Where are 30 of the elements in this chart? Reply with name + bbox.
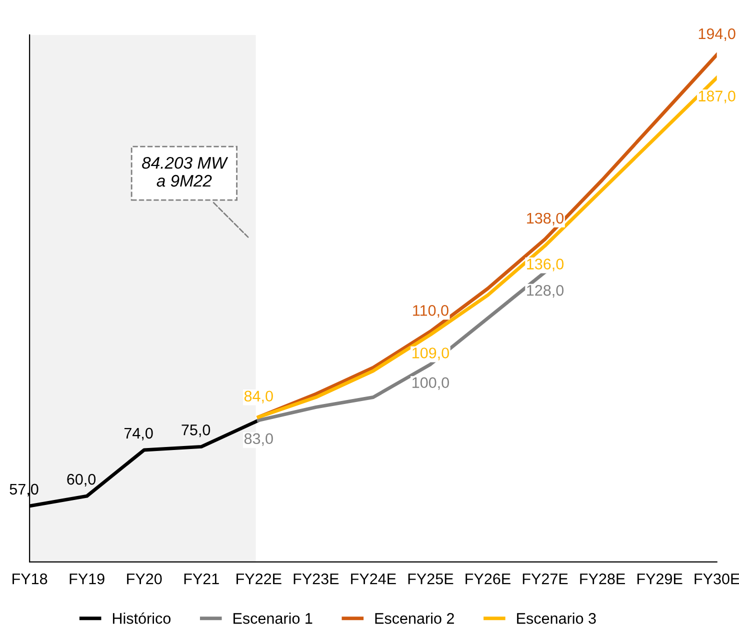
x-tick-label: FY26E — [466, 573, 510, 584]
data-label: 75,0 — [182, 424, 210, 438]
x-tick-label: FY20 — [127, 573, 162, 584]
x-tick-label: FY27E — [522, 573, 568, 584]
legend-label: Histórico — [112, 612, 171, 624]
data-label: 187,0 — [698, 90, 736, 104]
data-label: 194,0 — [698, 28, 736, 41]
data-label: 110,0 — [413, 305, 448, 318]
data-label: 109,0 — [412, 348, 449, 360]
legend-label: Escenario 3 — [517, 612, 596, 624]
x-tick-label: FY21 — [184, 573, 219, 584]
x-tick-label: FY25E — [408, 573, 454, 584]
data-label: 136,0 — [527, 258, 564, 272]
data-label: 60,0 — [67, 474, 96, 487]
data-label: 83,0 — [244, 433, 273, 446]
x-tick-label: FY24E — [351, 573, 396, 584]
data-label: 138,0 — [527, 212, 564, 226]
annotation: 84.203 MW a 9M22 — [142, 156, 228, 187]
data-label: 128,0 — [527, 285, 564, 298]
legend-label: Escenario 2 — [375, 612, 454, 624]
data-label: 74,0 — [124, 428, 153, 440]
legend-label: Escenario 1 — [234, 612, 312, 624]
x-tick-label: FY22E — [236, 573, 282, 584]
x-tick-label: FY28E — [580, 573, 625, 584]
x-tick-label: FY19 — [70, 573, 104, 584]
x-tick-label: FY18 — [12, 573, 48, 584]
x-tick-label: FY23E — [294, 573, 339, 584]
data-label: 84,0 — [244, 390, 273, 404]
data-label: 100,0 — [412, 377, 449, 390]
x-tick-label: FY29E — [637, 573, 682, 584]
